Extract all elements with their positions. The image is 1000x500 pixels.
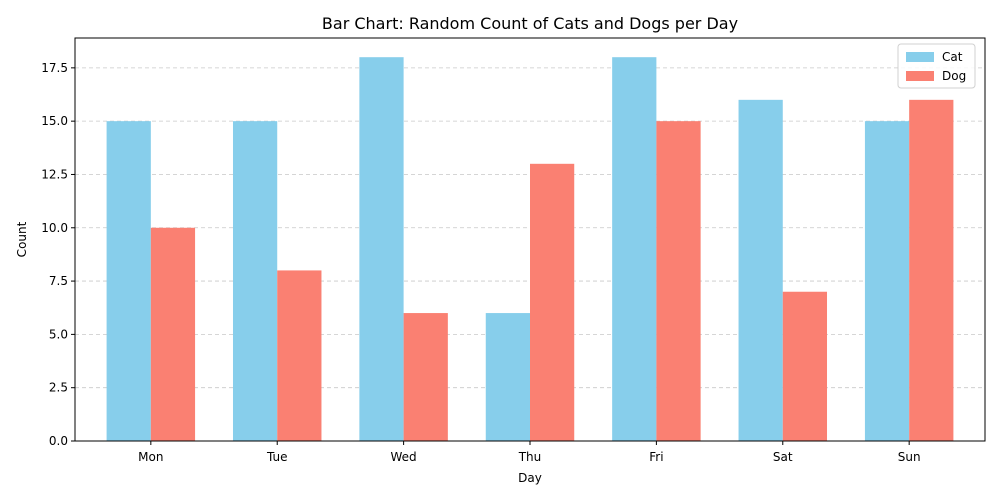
bar-cat-tue xyxy=(232,121,278,442)
x-tick-label: Thu xyxy=(518,450,542,464)
x-tick-label: Sat xyxy=(773,450,793,464)
y-tick-label: 15.0 xyxy=(41,114,68,128)
bar-dog-thu xyxy=(530,163,575,441)
x-axis-label: Day xyxy=(518,471,542,485)
bars xyxy=(106,57,954,442)
bar-cat-sat xyxy=(738,99,783,442)
x-tick-label: Wed xyxy=(391,450,417,464)
bar-dog-wed xyxy=(403,313,448,441)
bar-dog-fri xyxy=(656,121,701,442)
bar-dog-mon xyxy=(150,227,196,441)
y-tick-label: 0.0 xyxy=(49,434,68,448)
bar-cat-wed xyxy=(359,57,404,441)
x-tick-label: Tue xyxy=(266,450,288,464)
bar-dog-tue xyxy=(277,270,322,441)
x-tick-label: Sun xyxy=(898,450,921,464)
y-tick-label: 2.5 xyxy=(49,381,68,395)
x-axis-ticks: Mon Tue Wed Thu Fri Sat Sun xyxy=(138,441,921,464)
bar-cat-thu xyxy=(485,313,530,441)
y-tick-label: 7.5 xyxy=(49,274,68,288)
bar-dog-sun xyxy=(909,99,954,442)
bar-cat-mon xyxy=(106,121,151,442)
y-axis-label: Count xyxy=(15,221,29,257)
legend-label-dog: Dog xyxy=(942,69,966,83)
legend-swatch-dog xyxy=(906,71,934,81)
y-tick-label: 10.0 xyxy=(41,221,68,235)
y-tick-label: 12.5 xyxy=(41,167,68,181)
legend-swatch-cat xyxy=(906,52,934,62)
legend: Cat Dog xyxy=(897,43,976,89)
legend-label-cat: Cat xyxy=(942,50,963,64)
bar-cat-fri xyxy=(612,57,657,441)
chart-title: Bar Chart: Random Count of Cats and Dogs… xyxy=(322,14,738,33)
bar-cat-sun xyxy=(864,121,910,442)
x-tick-label: Fri xyxy=(649,450,663,464)
y-axis-ticks: 0.0 2.5 5.0 7.5 10.0 12.5 15.0 17.5 xyxy=(41,61,75,448)
y-tick-label: 5.0 xyxy=(49,327,68,341)
y-tick-label: 17.5 xyxy=(41,61,68,75)
bar-dog-sat xyxy=(782,291,828,441)
x-tick-label: Mon xyxy=(138,450,163,464)
